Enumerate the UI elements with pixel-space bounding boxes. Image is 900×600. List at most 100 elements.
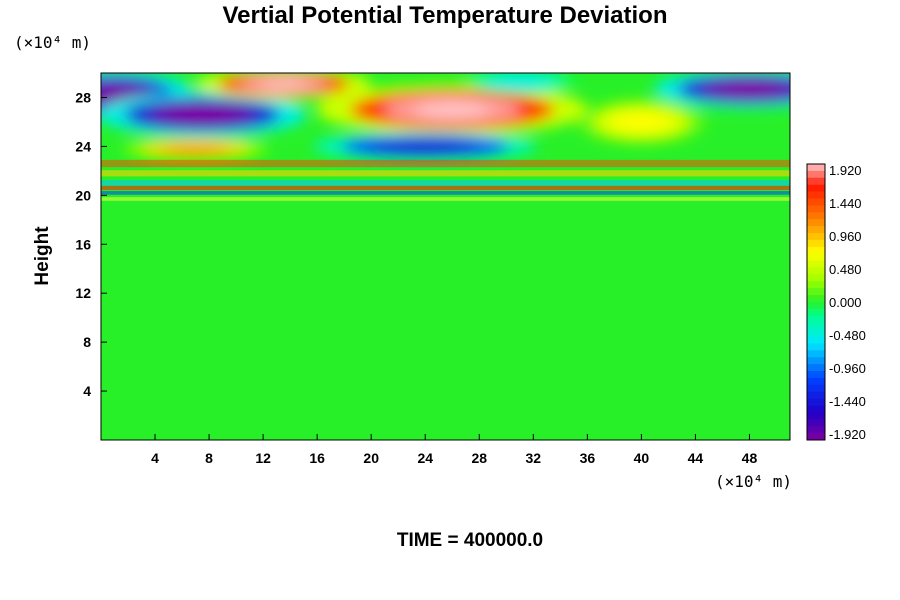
- colorbar-swatch: [807, 384, 825, 393]
- feature-contour: [577, 99, 706, 145]
- colorbar-label: 1.440: [829, 196, 862, 211]
- feature-contour: [175, 145, 216, 152]
- feature-contour: [258, 79, 309, 89]
- colorbar-swatch: [807, 288, 825, 296]
- colorbar-swatch: [807, 281, 825, 289]
- colorbar-label: 0.960: [829, 229, 862, 244]
- y-axis-label: Height: [32, 226, 53, 286]
- colorbar-swatch: [807, 233, 825, 241]
- feature-contour: [477, 73, 562, 92]
- plot-area: [100, 72, 791, 441]
- colorbar-swatch: [807, 239, 825, 248]
- feature-contour: [341, 135, 510, 158]
- colorbar-swatch: [807, 295, 825, 303]
- feature-contour: [101, 92, 307, 137]
- feature-contour: [653, 73, 790, 109]
- colorbar-swatch: [807, 212, 825, 220]
- x-tick-label: 28: [471, 450, 487, 466]
- x-tick-label: 36: [580, 450, 596, 466]
- colorbar-swatch: [807, 164, 825, 172]
- feature-contour: [369, 139, 482, 154]
- strat-band: [101, 185, 790, 191]
- strat-band: [101, 170, 790, 177]
- colorbar-swatch: [807, 267, 825, 275]
- feature-contour: [623, 115, 660, 129]
- colorbar-swatch: [807, 329, 825, 337]
- time-annotation: TIME = 400000.0: [396, 530, 544, 551]
- colorbar-swatch: [807, 364, 825, 372]
- plot-background: [101, 73, 790, 440]
- colorbar-swatch: [807, 322, 825, 331]
- x-tick-label: 44: [688, 450, 704, 466]
- colorbar-swatch: [807, 371, 825, 379]
- colorbar-swatch: [807, 377, 825, 386]
- feature-contour: [123, 137, 268, 161]
- x-tick-label: 16: [309, 450, 325, 466]
- feature-contour: [504, 77, 536, 86]
- x-tick-label: 32: [526, 450, 542, 466]
- colorbar-label: 1.920: [829, 163, 862, 178]
- colorbar-swatch: [807, 350, 825, 358]
- feature-contour: [593, 105, 690, 139]
- field-feature: [101, 92, 307, 137]
- y-tick-label: 16: [75, 236, 91, 252]
- feature-contour: [101, 87, 138, 103]
- colorbar-swatch: [807, 198, 825, 206]
- chart-title: Vertial Potential Temperature Deviation: [222, 2, 668, 29]
- feature-contour: [195, 73, 372, 101]
- colorbar: 1.920 1.440 0.960 0.480 0.000 -0.480 -0.960 -1.…: [806, 163, 866, 442]
- y-tick-label: 12: [75, 285, 91, 301]
- colorbar-swatch: [807, 391, 825, 400]
- x-axis-unit: (×10⁴ m): [715, 472, 793, 491]
- feature-contour: [101, 73, 195, 121]
- colorbar-label: -0.960: [829, 361, 866, 376]
- colorbar-swatch: [807, 433, 825, 441]
- colorbar-swatch: [807, 343, 825, 351]
- feature-contour: [350, 90, 555, 129]
- y-tick-label: 4: [83, 383, 91, 399]
- colorbar-swatch: [807, 260, 825, 268]
- feature-contour: [609, 110, 674, 134]
- colorbar-label: -1.440: [829, 394, 866, 409]
- feature-contour: [316, 84, 589, 136]
- feature-contour: [313, 132, 538, 161]
- colorbar-swatch: [807, 398, 825, 406]
- y-tick-label: 8: [83, 334, 91, 350]
- x-tick-label: 8: [205, 450, 213, 466]
- field-feature: [577, 99, 706, 145]
- plot-frame: [100, 72, 791, 441]
- feature-contour: [173, 108, 232, 121]
- feature-contour: [101, 75, 175, 115]
- colorbar-swatch: [807, 426, 825, 434]
- field-feature: [463, 73, 576, 95]
- feature-contour: [677, 74, 790, 104]
- colorbar-label: 0.480: [829, 262, 862, 277]
- feature-contour: [141, 140, 250, 158]
- colorbar-swatch: [807, 274, 825, 282]
- field-feature: [101, 73, 195, 121]
- field-feature: [313, 132, 538, 161]
- y-tick-label: 24: [75, 138, 91, 154]
- feature-contour: [384, 96, 521, 123]
- field-feature: [123, 137, 268, 161]
- colorbar-swatch: [807, 336, 825, 344]
- colorbar-swatch: [807, 357, 825, 365]
- field-feature: [195, 73, 372, 101]
- feature-contour: [491, 75, 548, 88]
- colorbar-swatch: [807, 184, 825, 193]
- feature-contour: [239, 76, 328, 93]
- x-axis-ticks: 4 8 12 16 20 24 28 32 36 40 44 48: [151, 434, 757, 466]
- colorbar-swatch: [807, 412, 825, 420]
- x-tick-label: 12: [255, 450, 271, 466]
- x-tick-label: 20: [363, 450, 379, 466]
- field-feature: [316, 84, 589, 136]
- colorbar-swatch: [807, 308, 825, 317]
- x-tick-label: 24: [417, 450, 433, 466]
- colorbar-swatch: [807, 302, 825, 310]
- colorbar-swatch: [807, 205, 825, 213]
- feature-contour: [463, 73, 576, 95]
- strat-band: [101, 180, 790, 187]
- colorbar-swatch: [807, 246, 825, 255]
- colorbar-swatch: [807, 226, 825, 234]
